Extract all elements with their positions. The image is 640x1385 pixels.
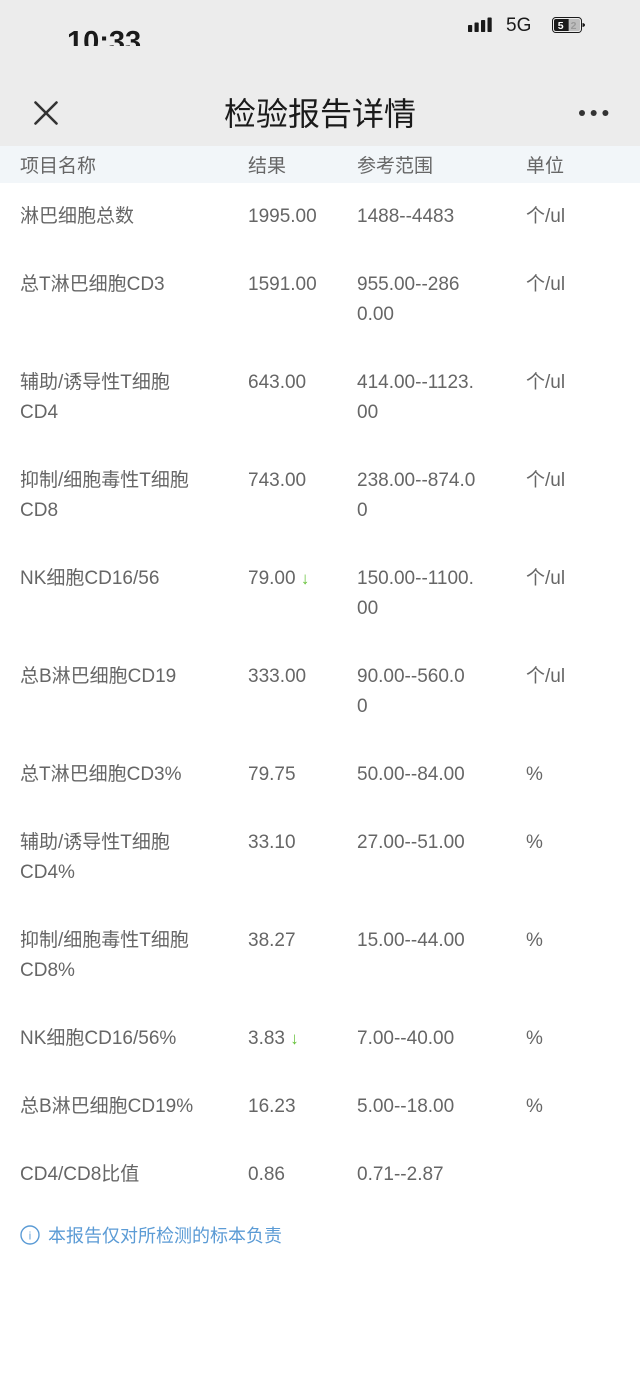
svg-text:2: 2 — [571, 20, 577, 32]
svg-text:5: 5 — [558, 20, 564, 32]
svg-text:i: i — [29, 1231, 31, 1243]
